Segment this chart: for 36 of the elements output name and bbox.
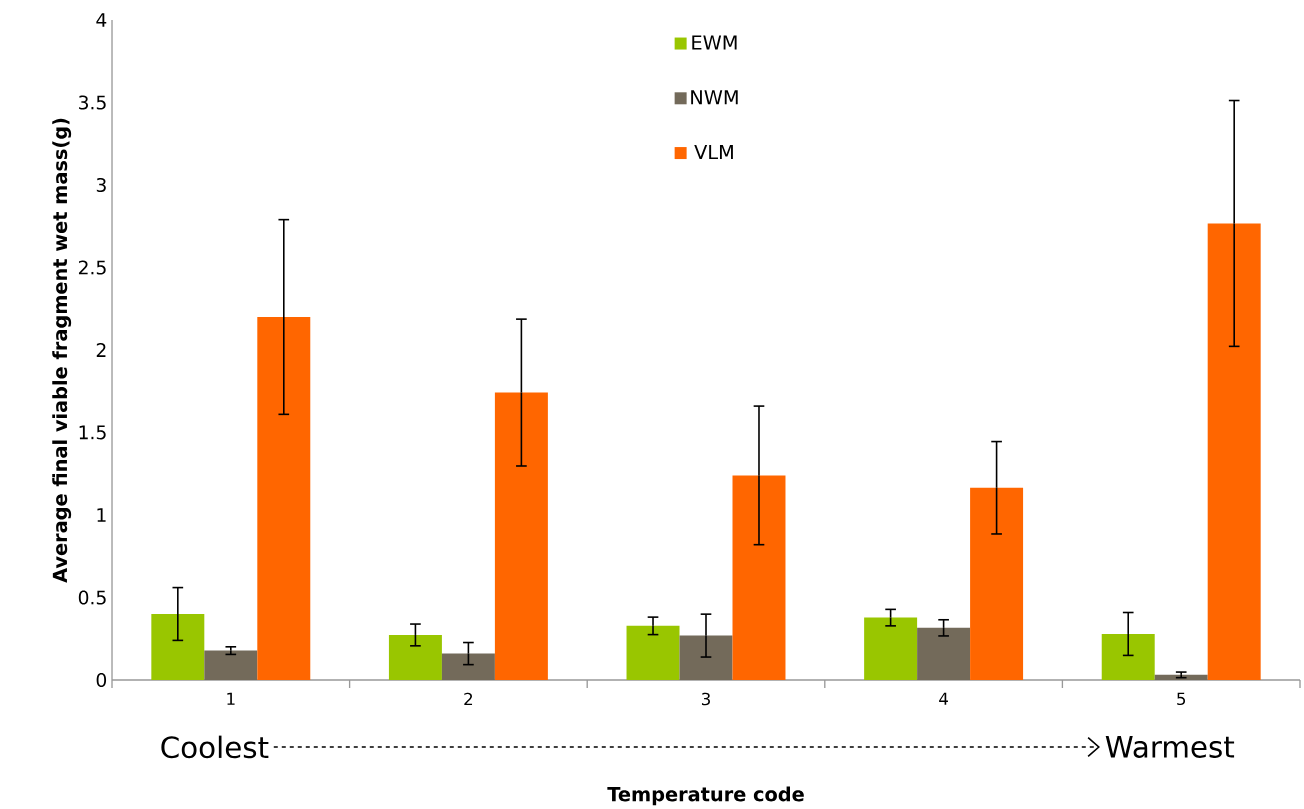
y-tick-label: 0 [96, 672, 107, 688]
bar [864, 617, 918, 680]
text: Coolest [161, 735, 269, 759]
legend-label: EWM [692, 35, 737, 50]
text: Warmest [1105, 736, 1235, 758]
bar [1207, 223, 1261, 680]
bar [679, 635, 733, 680]
legend-label: NWM [691, 90, 738, 105]
bar [441, 653, 495, 680]
x-tick-label: 1 [227, 692, 235, 705]
bar [204, 650, 258, 680]
y-axis-title: Average final viable fragment wet mass(g) [52, 118, 72, 583]
y-tick-label: 3.5 [79, 95, 106, 110]
y-tick-label: 0.5 [78, 590, 106, 605]
y-tick-label: 4 [96, 13, 107, 27]
legend-label: VLM [694, 145, 733, 160]
bar [917, 627, 971, 680]
bar [732, 475, 786, 680]
bar [1154, 674, 1208, 680]
bar [970, 487, 1024, 680]
x-tick-label: 5 [1177, 692, 1186, 706]
bar [626, 625, 680, 680]
bar [151, 613, 205, 680]
y-tick-label: 2.5 [78, 260, 106, 275]
y-tick-label: 3 [96, 177, 106, 193]
x-axis-title: Temperature code [607, 786, 804, 806]
y-tick-label: 1.5 [79, 425, 106, 440]
x-tick-label: 3 [701, 692, 710, 706]
bar [1101, 633, 1155, 680]
bar [257, 316, 311, 680]
bar [388, 634, 442, 680]
y-tick-label: 2 [96, 343, 106, 357]
x-tick-label: 4 [939, 692, 948, 705]
x-tick-label: 2 [464, 692, 473, 706]
bar [494, 392, 548, 680]
y-tick-label: 1 [97, 508, 106, 522]
